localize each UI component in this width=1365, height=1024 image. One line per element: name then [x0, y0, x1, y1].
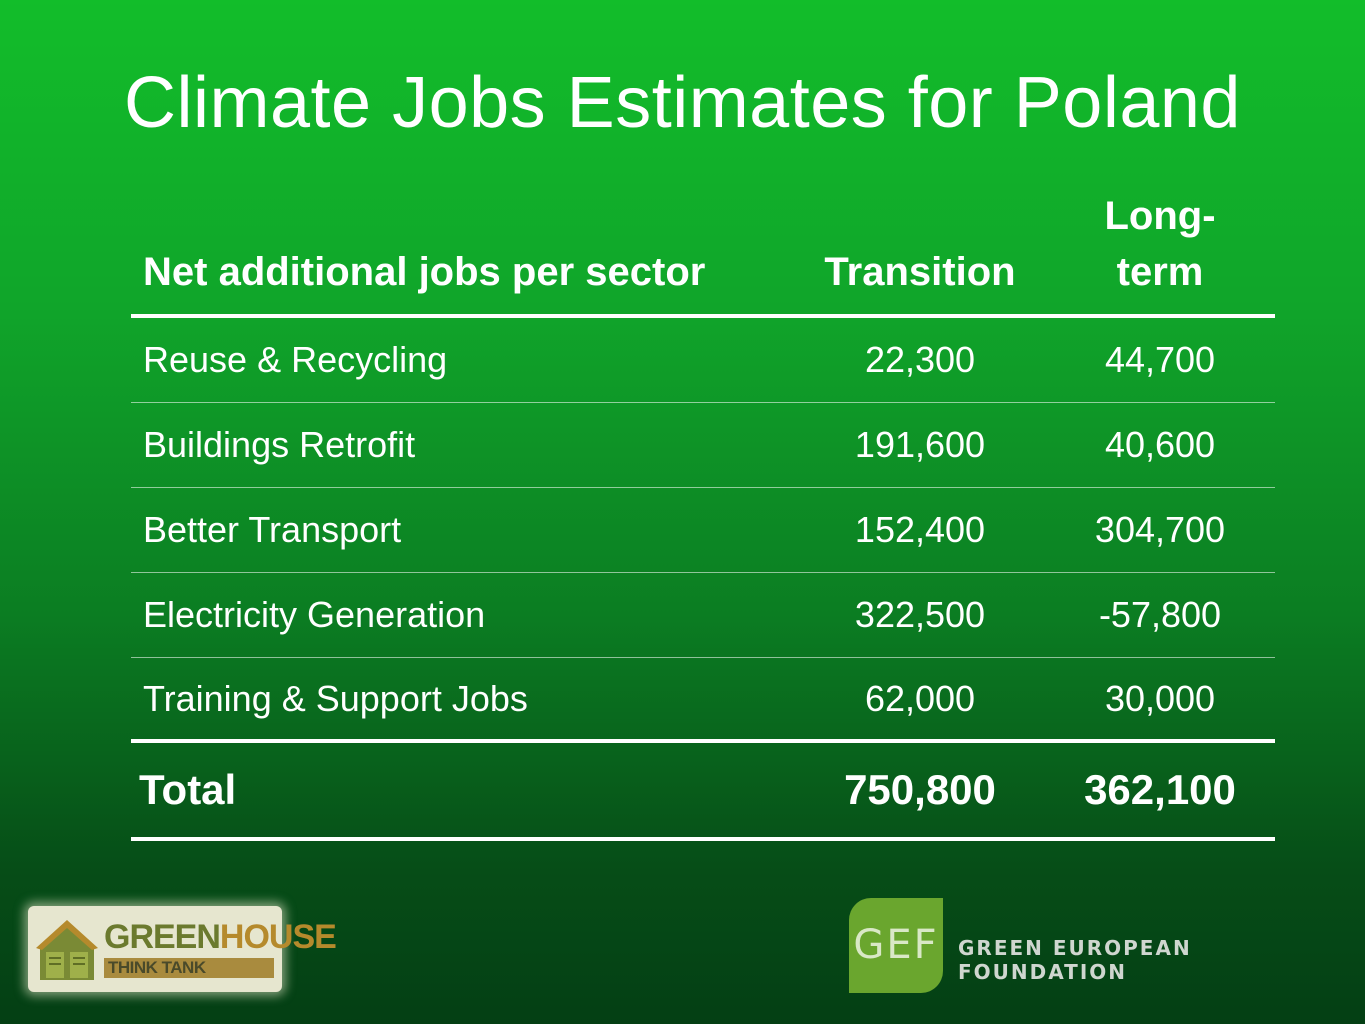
table-header-row: Net additional jobs per sector Transitio… — [131, 190, 1275, 318]
jobs-table: Net additional jobs per sector Transitio… — [131, 190, 1275, 841]
house-book-icon — [36, 920, 98, 980]
table-row: Electricity Generation 322,500 -57,800 — [131, 573, 1275, 658]
row-longterm: 30,000 — [1104, 677, 1216, 719]
table-total-row: Total 750,800 362,100 — [131, 743, 1275, 841]
row-sector: Reuse & Recycling — [143, 339, 448, 380]
row-transition: 191,600 — [854, 424, 986, 465]
gef-letters: GEF — [853, 922, 939, 968]
greenhouse-subtitle: THINK TANK — [108, 958, 206, 977]
header-longterm: Long- term — [1045, 188, 1275, 300]
row-transition: 322,500 — [854, 594, 986, 635]
row-transition: 152,400 — [854, 509, 986, 550]
table-row: Training & Support Jobs 62,000 30,000 — [131, 658, 1275, 743]
greenhouse-word-house: HOUSE — [219, 918, 337, 956]
greenhouse-word-green: GREEN — [104, 918, 221, 956]
slide-title: Climate Jobs Estimates for Poland — [124, 63, 1241, 143]
total-transition: 750,800 — [844, 766, 996, 813]
table-row: Better Transport 152,400 304,700 — [131, 488, 1275, 573]
row-longterm: 40,600 — [1104, 424, 1216, 465]
greenhouse-bar — [104, 958, 274, 978]
row-sector: Better Transport — [143, 509, 402, 550]
row-transition: 22,300 — [864, 339, 976, 380]
header-sector: Net additional jobs per sector — [143, 250, 706, 294]
row-longterm: -57,800 — [1098, 594, 1222, 635]
row-longterm: 304,700 — [1094, 509, 1226, 550]
total-label: Total — [139, 766, 237, 813]
table-row: Buildings Retrofit 191,600 40,600 — [131, 403, 1275, 488]
row-longterm: 44,700 — [1104, 339, 1216, 380]
greenhouse-wordmark: GREENHOUSE — [104, 918, 337, 957]
row-sector: Electricity Generation — [143, 594, 486, 635]
header-longterm-line2: term — [1116, 250, 1204, 294]
table-row: Reuse & Recycling 22,300 44,700 — [131, 318, 1275, 403]
row-transition: 62,000 — [864, 677, 976, 719]
total-longterm: 362,100 — [1084, 766, 1236, 813]
header-longterm-line1: Long- — [1104, 194, 1216, 238]
row-sector: Training & Support Jobs — [143, 677, 528, 719]
green-house-logo: GREENHOUSE THINK TANK — [28, 906, 337, 992]
header-transition: Transition — [824, 250, 1016, 294]
gef-foundation-name: GREEN EUROPEAN FOUNDATION — [958, 936, 1192, 984]
gef-logo-mark: GEF — [849, 898, 943, 993]
row-sector: Buildings Retrofit — [143, 424, 416, 465]
